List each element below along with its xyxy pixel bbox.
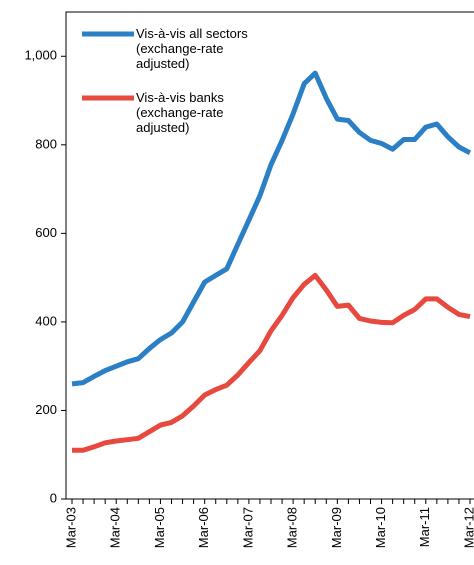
x-tick-label: Mar-08 (285, 507, 300, 548)
x-tick-label: Mar-06 (196, 507, 211, 548)
y-tick-label: 800 (35, 136, 57, 151)
y-tick-label: 200 (35, 402, 57, 417)
y-tick-label: 600 (35, 225, 57, 240)
x-tick-label: Mar-12 (461, 507, 474, 548)
legend-label: Vis-à-vis all sectors (exchange-rate adj… (136, 26, 248, 71)
x-tick-label: Mar-07 (240, 507, 255, 548)
series-line (71, 70, 472, 387)
series-line (72, 272, 471, 453)
x-tick-label: Mar-03 (63, 507, 78, 548)
legend-label: Vis-à-vis banks (exchange-rate adjusted) (136, 90, 224, 135)
y-tick-label: 0 (50, 490, 57, 505)
y-tick-label: 400 (35, 313, 57, 328)
plot-frame (65, 11, 474, 500)
x-tick-label: Mar-04 (108, 507, 123, 548)
x-tick-label: Mar-09 (329, 507, 344, 548)
x-tick-label: Mar-10 (373, 507, 388, 548)
y-tick-label: 1,000 (24, 48, 57, 63)
x-tick-label: Mar-11 (417, 507, 432, 547)
x-tick-label: Mar-05 (152, 507, 167, 548)
